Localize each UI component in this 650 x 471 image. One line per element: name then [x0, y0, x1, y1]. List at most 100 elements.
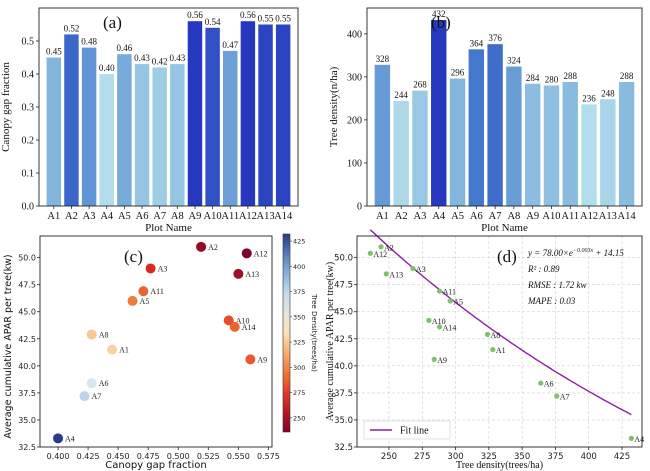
colorbar-tick-label: 425 — [293, 238, 305, 246]
x-tick-label: A4 — [432, 211, 446, 222]
x-tick-label: A3 — [414, 211, 427, 222]
colorbar-tick-label: 350 — [293, 313, 305, 321]
mape: MAPE : 0.03 — [527, 296, 576, 306]
x-tick-label: 0.500 — [167, 452, 190, 461]
scatter-point — [245, 354, 256, 365]
bar-value-label: 0.47 — [222, 40, 238, 50]
colorbar-tick-label: 250 — [293, 414, 305, 422]
point-label: A7 — [560, 393, 570, 402]
y-tick-label: 37.5 — [18, 389, 36, 398]
scatter-point — [79, 391, 90, 402]
point-label: A8 — [99, 330, 109, 339]
bar-value-label: 280 — [545, 74, 559, 84]
colorbar-tick-label: 325 — [293, 339, 305, 347]
bar — [431, 20, 447, 207]
point-label: A3 — [416, 265, 426, 274]
bar — [487, 44, 503, 206]
y-tick-label: 100 — [347, 158, 362, 169]
x-tick-label: A13 — [256, 211, 274, 222]
scatter-panel-c: A1 A2 A3 A4 A5 A6 A7 A8 A9 A10 A11 A12 A13 A14 0.400 0.… — [3, 233, 318, 471]
y-tick-label: 45.0 — [18, 308, 36, 317]
bar — [240, 21, 256, 207]
bar-value-label: 268 — [413, 80, 427, 90]
y-tick-label: 35.0 — [334, 416, 353, 426]
bar — [581, 104, 597, 206]
scatter-point — [426, 317, 432, 323]
point-label: A1 — [496, 346, 506, 355]
bar — [99, 74, 114, 206]
bar — [275, 24, 291, 206]
point-label: A11 — [150, 287, 163, 296]
scatter-point — [145, 263, 156, 274]
x-tick-label: 375 — [547, 452, 563, 462]
y-tick-label: 0.5 — [22, 37, 35, 48]
y-tick-label: 0.4 — [22, 70, 35, 81]
point-label: A9 — [437, 356, 447, 365]
x-tick-label: 0.425 — [77, 452, 100, 461]
r-squared: R² : 0.89 — [527, 264, 560, 274]
x-tick-label: A2 — [395, 211, 408, 222]
y-axis-label: Average cumulative APAR per tree(kw) — [325, 262, 336, 421]
y-tick-label: 40.0 — [334, 362, 353, 372]
x-tick-label: 425 — [614, 452, 630, 462]
y-axis-label: Average cumulative APAR per tree(kw) — [3, 254, 14, 438]
point-label: A2 — [384, 243, 394, 252]
scatter-point — [378, 244, 384, 250]
bar — [170, 64, 185, 206]
bar — [468, 49, 485, 206]
bar — [524, 83, 541, 206]
rmse: RMSE : 1.72 kw — [527, 280, 587, 290]
fit-equation-exponent: −0.003x — [573, 248, 594, 254]
x-tick-label: A5 — [451, 211, 464, 222]
scatter-point — [53, 433, 64, 444]
scatter-point — [138, 286, 149, 297]
bar-value-label: 288 — [564, 71, 578, 81]
y-tick-label: 0 — [357, 202, 362, 213]
panel-label: (d) — [497, 247, 517, 266]
point-label: A5 — [453, 297, 463, 306]
bar-value-label: 0.42 — [152, 56, 168, 66]
x-tick-label: A1 — [47, 211, 60, 222]
fit-equation: y = 78.00×e−0.003x + 14.15 — [527, 248, 624, 258]
scatter-point — [431, 356, 437, 362]
bar-value-label: 0.52 — [64, 23, 80, 33]
bar-value-label: 0.45 — [46, 47, 62, 57]
scatter-point — [628, 435, 634, 441]
x-tick-label: A13 — [599, 211, 617, 222]
bar-value-label: 324 — [507, 56, 521, 66]
scatter-point — [484, 331, 491, 338]
y-tick-label: 32.5 — [334, 443, 353, 453]
x-tick-label: A10 — [204, 211, 222, 222]
panel-label: (b) — [431, 13, 451, 32]
colorbar — [282, 233, 291, 433]
y-tick-label: 0.2 — [22, 136, 35, 147]
bar-value-label: 0.54 — [205, 17, 221, 27]
x-tick-label: A6 — [136, 211, 149, 222]
point-label: A7 — [91, 392, 101, 401]
bar — [506, 66, 522, 207]
scatter-point — [196, 241, 207, 252]
bar-value-label: 296 — [451, 68, 465, 78]
x-tick-label: 250 — [381, 452, 397, 462]
bar — [562, 82, 578, 206]
y-tick-label: 300 — [347, 72, 362, 83]
y-tick-label: 47.5 — [334, 281, 353, 291]
scatter-point — [436, 288, 443, 294]
bar-value-label: 432 — [432, 9, 446, 19]
scatter-point — [229, 321, 240, 332]
point-label: A3 — [158, 264, 168, 273]
bar-value-label: 0.55 — [258, 14, 274, 24]
bar — [618, 82, 635, 206]
x-tick-label: A14 — [274, 211, 293, 222]
x-tick-label: 0.525 — [197, 452, 220, 461]
x-tick-label: A12 — [580, 211, 598, 222]
point-label: A6 — [99, 379, 109, 388]
bar — [205, 27, 220, 206]
point-label: A2 — [208, 243, 218, 252]
y-axis-label: Canopy gap fraction — [0, 62, 12, 152]
scatter-point — [436, 324, 443, 330]
x-tick-label: 400 — [581, 452, 597, 462]
x-tick-label: A1 — [376, 211, 389, 222]
bar-value-label: 376 — [488, 33, 502, 43]
point-label: A11 — [443, 288, 456, 297]
